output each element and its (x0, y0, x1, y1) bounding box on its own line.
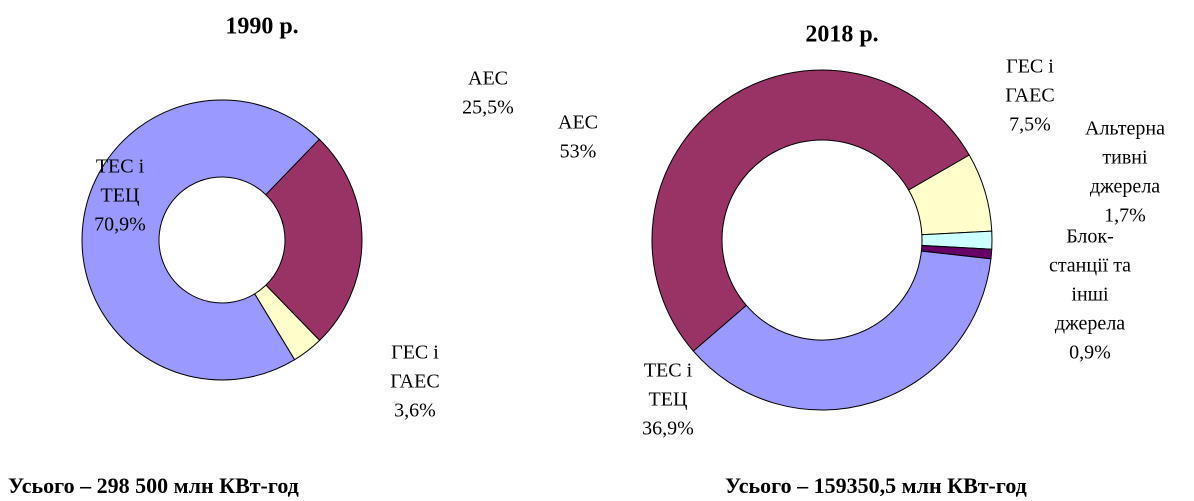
slice-name: інші (1071, 284, 1109, 306)
total-label: Усього – 298 500 млн КВт-год (8, 473, 299, 498)
data-label: 7,5% (1009, 114, 1051, 136)
slice-name: ГАЕС (390, 371, 439, 393)
slice-name: ТЕС і (96, 156, 145, 178)
chart-title: 1990 р. (225, 14, 298, 40)
data-label: 3,6% (394, 400, 436, 422)
slice-name: АЕС (558, 112, 598, 134)
donut-slice (651, 69, 970, 352)
data-label: 36,9% (642, 418, 694, 440)
data-label: 0,9% (1069, 342, 1111, 364)
donut-slice (692, 250, 992, 411)
data-label: 1,7% (1104, 205, 1146, 227)
chart-title: 2018 р. (805, 22, 878, 48)
donut-slice (265, 138, 363, 342)
slice-name: АЕС (468, 68, 508, 90)
slice-name: Альтерна (1085, 118, 1165, 140)
data-label: 25,5% (462, 97, 514, 119)
slice-name: джерела (1055, 313, 1125, 335)
total-label: Усього – 159350,5 млн КВт-год (725, 473, 1027, 498)
slice-name: ТЕЦ (101, 185, 140, 207)
slice-name: тивні (1102, 147, 1148, 169)
slice-name: джерела (1090, 176, 1160, 198)
donut-slice (81, 99, 320, 381)
data-label: 53% (560, 141, 597, 163)
slice-name: ГЕС і (1006, 56, 1054, 78)
slice-name: ГЕС і (391, 342, 439, 364)
slice-name: станції та (1049, 255, 1131, 277)
slice-name: ТЕЦ (649, 389, 688, 411)
slice-name: Блок- (1066, 226, 1114, 248)
data-label: 70,9% (94, 214, 146, 236)
slice-name: ГАЕС (1005, 85, 1054, 107)
slice-name: ТЕС і (644, 360, 693, 382)
